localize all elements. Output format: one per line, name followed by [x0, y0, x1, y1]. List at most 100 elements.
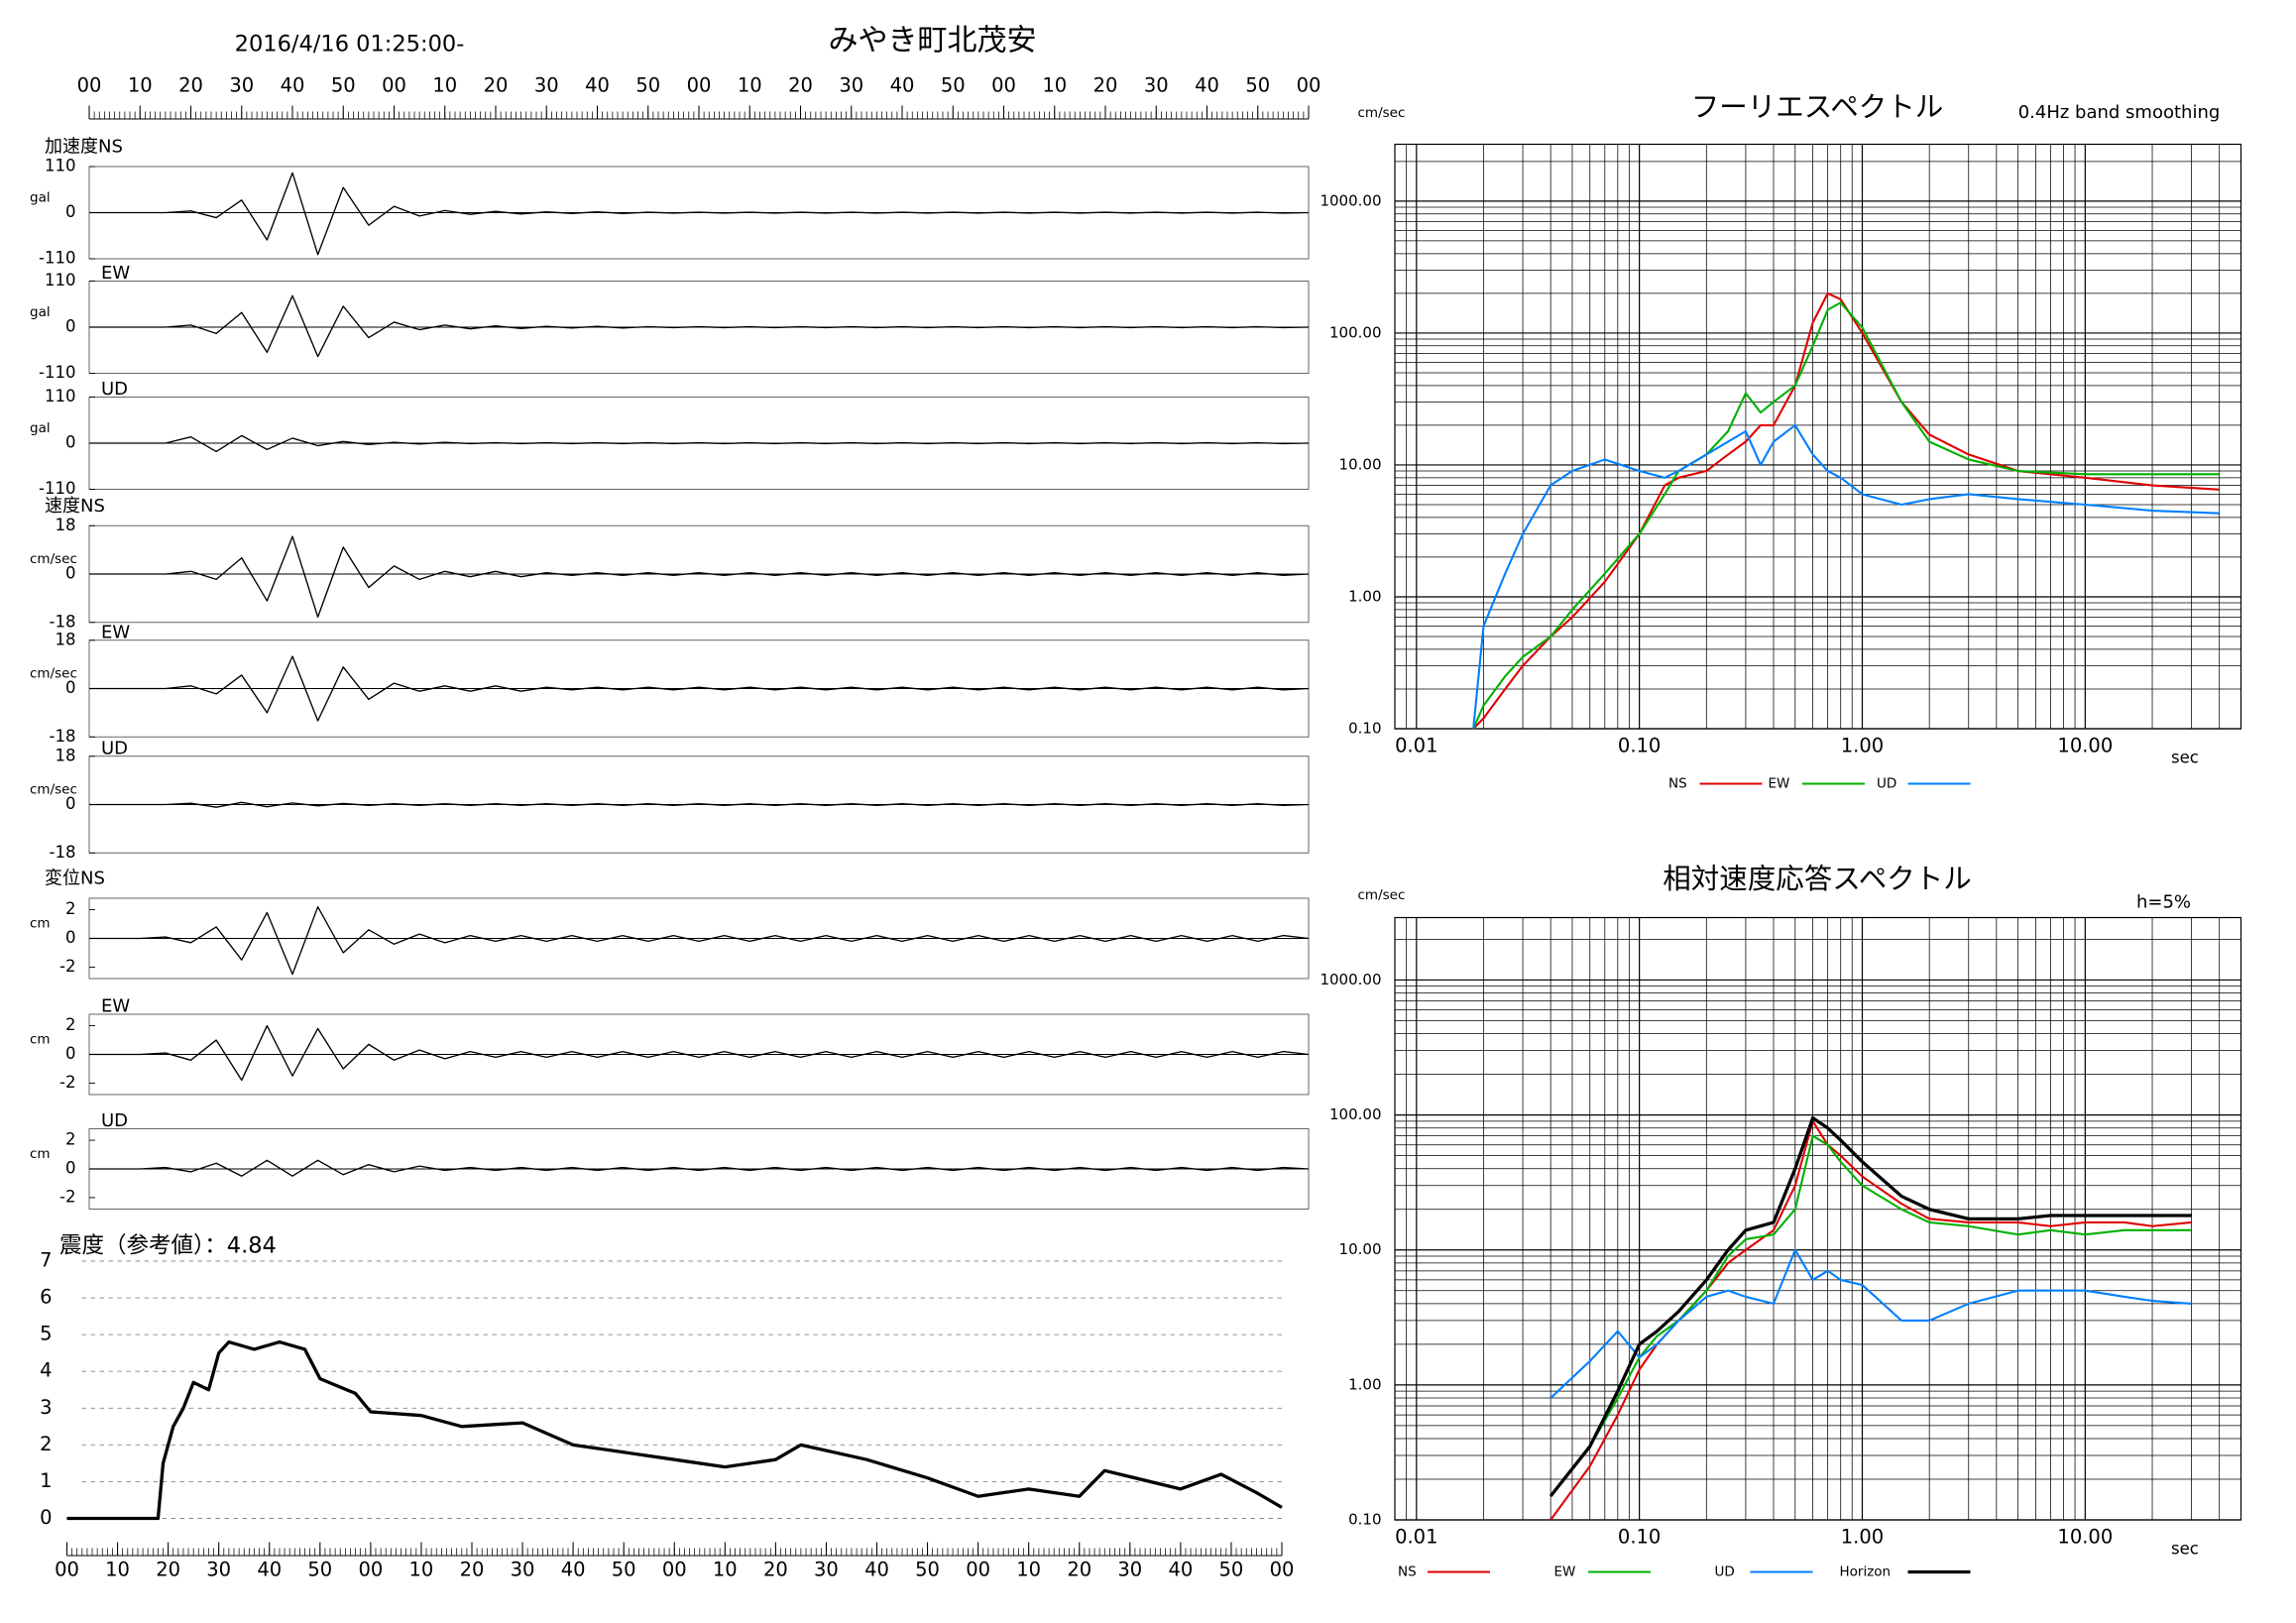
x-tick-label: 40 — [1168, 1559, 1193, 1581]
waveform-trace — [89, 434, 1310, 453]
x-tick-label: 00 — [662, 1559, 687, 1581]
y-tick-label: 110 — [45, 271, 76, 290]
x-tick-label: 30 — [814, 1559, 839, 1581]
panel-label: EW — [101, 996, 130, 1017]
y-tick-label: 0 — [65, 433, 76, 452]
unit-label: gal — [30, 420, 51, 436]
y-tick-label: 18 — [56, 516, 76, 534]
y-tick-label: 100.00 — [1329, 1105, 1382, 1123]
x-tick-label: 20 — [763, 1559, 788, 1581]
spectrum-line — [1472, 423, 2220, 730]
x-tick-label: 10.00 — [2057, 1526, 2113, 1549]
y-tick-label: 7 — [40, 1249, 52, 1272]
legend-label: UD — [1715, 1565, 1735, 1580]
x-tick-label: 50 — [941, 74, 966, 97]
x-tick-label: 50 — [307, 1559, 332, 1581]
chart-title: フーリエスペクトル — [1691, 91, 1944, 124]
x-tick-label: 00 — [1297, 74, 1321, 97]
y-tick-label: 0.10 — [1348, 720, 1381, 738]
x-tick-label: 10 — [1042, 74, 1067, 97]
unit-label: cm — [30, 916, 51, 932]
x-axis-label: sec — [2171, 1540, 2199, 1559]
x-tick-label: 00 — [358, 1559, 383, 1581]
x-tick-label: 40 — [281, 74, 305, 97]
panel-label: UD — [101, 738, 128, 758]
panel-label: EW — [101, 263, 130, 284]
x-tick-label: 30 — [206, 1559, 231, 1581]
y-tick-label: 18 — [56, 746, 76, 764]
y-tick-label: 2 — [65, 1130, 76, 1149]
y-tick-label: 10.00 — [1339, 1240, 1382, 1258]
x-tick-label: 20 — [788, 74, 813, 97]
x-tick-label: 50 — [635, 74, 660, 97]
waveform-trace — [89, 906, 1310, 976]
x-tick-label: 50 — [915, 1559, 940, 1581]
y-tick-label: -18 — [50, 727, 76, 746]
y-tick-label: 0 — [65, 1159, 76, 1178]
panel-label: 変位NS — [45, 869, 105, 889]
x-tick-label: 1.00 — [1841, 735, 1884, 757]
x-tick-label: 50 — [1219, 1559, 1244, 1581]
x-tick-label: 1.00 — [1841, 1526, 1884, 1549]
x-tick-label: 00 — [687, 74, 712, 97]
unit-label: cm — [30, 1032, 51, 1048]
y-tick-label: 110 — [45, 157, 76, 175]
y-tick-label: 2 — [65, 899, 76, 918]
y-tick-label: -2 — [59, 957, 75, 976]
legend-label: UD — [1877, 776, 1896, 792]
x-tick-label: 40 — [864, 1559, 889, 1581]
y-tick-label: 0.10 — [1348, 1511, 1381, 1529]
y-tick-label: 2 — [65, 1015, 76, 1034]
x-tick-label: 50 — [1245, 74, 1270, 97]
y-tick-label: 18 — [56, 630, 76, 648]
unit-label: cm — [30, 1146, 51, 1162]
y-tick-label: 1000.00 — [1320, 191, 1381, 209]
waveform-trace — [89, 1024, 1310, 1082]
y-tick-label: 6 — [40, 1286, 52, 1309]
y-tick-label: 10.00 — [1339, 455, 1382, 473]
x-tick-label: 30 — [511, 1559, 535, 1581]
x-tick-label: 20 — [484, 74, 509, 97]
y-tick-label: -18 — [50, 612, 76, 631]
unit-label: cm/sec — [30, 666, 77, 682]
x-tick-label: 40 — [1195, 74, 1219, 97]
x-tick-label: 40 — [561, 1559, 586, 1581]
x-tick-label: 00 — [77, 74, 102, 97]
x-tick-label: 40 — [585, 74, 610, 97]
y-tick-label: 4 — [40, 1359, 52, 1382]
x-tick-label: 20 — [460, 1559, 485, 1581]
x-tick-label: 10 — [432, 74, 457, 97]
x-tick-label: 10 — [105, 1559, 130, 1581]
chart-subtitle: 0.4Hz band smoothing — [2018, 102, 2221, 123]
legend-label: Horizon — [1840, 1565, 1892, 1580]
y-tick-label: 0 — [65, 564, 76, 583]
y-tick-label: 0 — [65, 1044, 76, 1063]
header-datetime: 2016/4/16 01:25:00- — [235, 32, 465, 58]
y-tick-label: 5 — [40, 1323, 52, 1345]
waveform-trace — [89, 172, 1310, 256]
unit-label: cm/sec — [30, 782, 77, 798]
x-tick-label: 0.10 — [1618, 735, 1661, 757]
panel-label: 速度NS — [45, 496, 105, 517]
waveform-trace — [89, 535, 1310, 619]
x-tick-label: 50 — [331, 74, 356, 97]
y-axis-label: cm/sec — [1358, 105, 1406, 121]
spectrum-line — [1550, 1134, 2192, 1497]
y-tick-label: -110 — [39, 249, 75, 268]
y-tick-label: 0 — [65, 928, 76, 947]
unit-label: cm/sec — [30, 551, 77, 567]
y-tick-label: 0 — [40, 1506, 52, 1529]
legend-label: EW — [1554, 1565, 1576, 1580]
x-axis-label: sec — [2171, 749, 2199, 767]
x-tick-label: 10 — [738, 74, 762, 97]
waveform-trace — [89, 1159, 1310, 1177]
y-tick-label: 1000.00 — [1320, 971, 1381, 988]
x-tick-label: 00 — [382, 74, 406, 97]
y-tick-label: 3 — [40, 1396, 52, 1419]
y-tick-label: 0 — [65, 678, 76, 697]
y-tick-label: -2 — [59, 1073, 75, 1092]
spectrum-line — [1550, 1248, 2192, 1399]
x-tick-label: 10 — [128, 74, 153, 97]
chart-title: 震度（参考値）：4.84 — [59, 1233, 277, 1259]
